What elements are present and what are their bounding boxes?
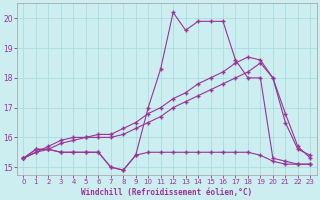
X-axis label: Windchill (Refroidissement éolien,°C): Windchill (Refroidissement éolien,°C): [81, 188, 252, 197]
